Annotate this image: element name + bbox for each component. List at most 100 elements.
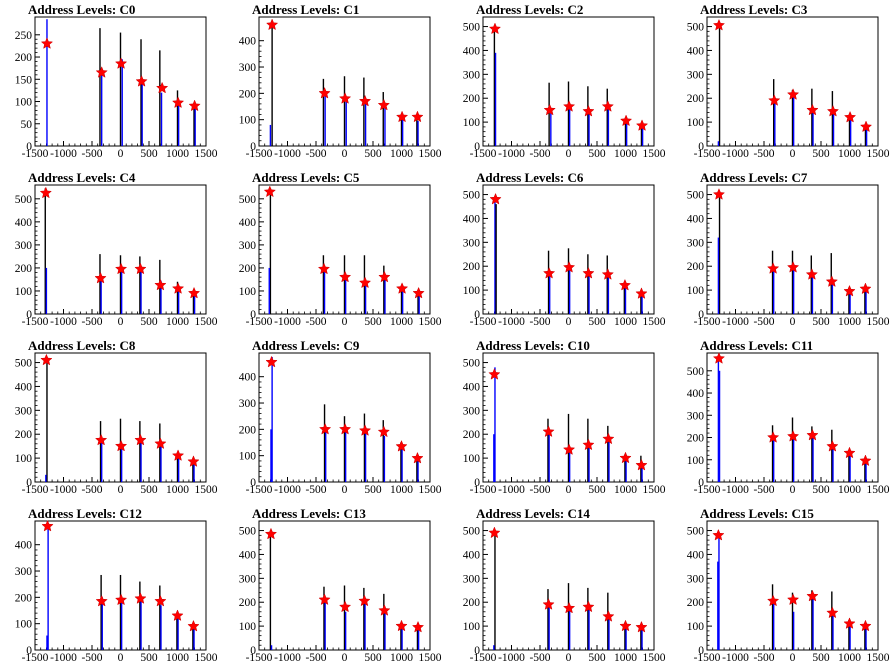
- peak-marker: [358, 94, 372, 107]
- x-tick-label: 1000: [838, 484, 861, 496]
- x-tick-label: -500: [81, 148, 102, 160]
- chart-title: Address Levels: C5: [252, 170, 360, 185]
- chart-title: Address Levels: C11: [700, 338, 813, 353]
- x-tick-label: -500: [81, 316, 102, 328]
- peak-marker: [134, 262, 147, 275]
- peak-marker: [39, 186, 52, 199]
- peak-marker: [805, 268, 819, 280]
- x-tick-label: -1500: [22, 148, 49, 160]
- x-tick-label: -1500: [694, 316, 721, 328]
- y-tick-label: 200: [15, 52, 33, 64]
- x-tick-label: -1000: [498, 148, 525, 160]
- peak-marker: [135, 75, 148, 87]
- y-tick-label: 500: [463, 190, 481, 202]
- y-tick-label: 300: [239, 573, 257, 585]
- peak-marker: [768, 94, 781, 106]
- peak-marker: [134, 592, 147, 604]
- chart-title: Address Levels: C15: [700, 506, 814, 521]
- y-tick-label: 200: [687, 261, 705, 273]
- peak-marker: [114, 57, 128, 69]
- chart-svg: Address Levels: C70100200300400500-1500-…: [687, 170, 890, 328]
- x-tick-label: 1500: [867, 316, 890, 328]
- x-tick-label: -500: [305, 484, 326, 496]
- x-tick-label: -1500: [246, 316, 273, 328]
- chart-panel: Address Levels: C10 0 100 200 300 400 500 -1500…: [448, 336, 672, 504]
- peak-marker: [843, 446, 856, 459]
- chart-svg: Address Levels: C15 0 100 200 300 400 500 -1500…: [687, 506, 890, 664]
- x-tick-label: -500: [529, 148, 550, 160]
- peak-marker: [411, 110, 424, 123]
- peak-marker: [602, 432, 615, 445]
- x-tick-label: -1000: [274, 316, 301, 328]
- peak-marker: [712, 352, 726, 364]
- y-tick-label: 400: [463, 213, 481, 225]
- y-tick-label: 500: [15, 194, 33, 206]
- y-tick-label: 500: [687, 190, 705, 202]
- peak-marker: [377, 98, 390, 111]
- y-tick-label: 400: [687, 45, 705, 57]
- y-tick-label: 400: [15, 540, 33, 552]
- x-tick-label: 1500: [419, 484, 442, 496]
- peak-marker: [806, 428, 819, 441]
- x-tick-label: -1500: [246, 652, 273, 664]
- peak-marker: [859, 120, 873, 133]
- chart-panel: Address Levels: C15 0 100 200 300 400 500 -1500…: [672, 504, 896, 672]
- x-tick-label: 1500: [867, 652, 890, 664]
- peak-marker: [582, 438, 595, 451]
- x-tick-label: 0: [342, 652, 348, 664]
- y-tick-label: 200: [239, 424, 257, 436]
- y-tick-label: 50: [21, 119, 33, 131]
- x-tick-label: 1000: [166, 148, 189, 160]
- peak-marker: [41, 519, 54, 532]
- peak-marker: [562, 260, 576, 273]
- peak-marker: [635, 287, 648, 299]
- chart-panel: Address Levels: C14 0 100 200 300 400 500 -1500…: [448, 504, 672, 672]
- peak-marker: [825, 275, 838, 287]
- peak-marker: [582, 266, 595, 279]
- x-tick-label: 0: [790, 652, 796, 664]
- y-tick-label: 0: [474, 477, 480, 489]
- y-tick-label: 500: [463, 526, 481, 538]
- peak-marker: [395, 282, 409, 294]
- peak-marker: [171, 96, 185, 109]
- y-tick-label: 0: [26, 309, 32, 321]
- y-tick-label: 200: [15, 429, 33, 441]
- x-tick-label: 1000: [166, 652, 189, 664]
- chart-panel: Address Levels: C11 0 100 200 300 400 500 -1500…: [672, 336, 896, 504]
- chart-svg: Address Levels: C50100200300400500-1500-…: [239, 170, 442, 328]
- peak-marker: [318, 86, 331, 99]
- peak-marker: [826, 606, 839, 619]
- chart-panel: Address Levels: C13 0 100 200 300 400 500 -1500…: [224, 504, 448, 672]
- peak-marker: [488, 526, 501, 539]
- x-tick-label: -1000: [498, 484, 525, 496]
- x-tick-label: 500: [588, 148, 606, 160]
- x-tick-label: 0: [790, 484, 796, 496]
- y-tick-label: 0: [698, 309, 704, 321]
- x-tick-label: -500: [81, 652, 102, 664]
- peak-marker: [378, 270, 391, 283]
- chart-title: Address Levels: C0: [28, 2, 135, 17]
- peak-marker: [859, 282, 872, 295]
- y-tick-label: 200: [239, 263, 257, 275]
- peak-marker: [154, 437, 167, 449]
- peak-marker: [843, 617, 856, 629]
- peak-marker: [412, 286, 425, 299]
- x-tick-label: 500: [812, 652, 830, 664]
- peak-marker: [488, 368, 501, 380]
- x-tick-label: 1000: [390, 652, 413, 664]
- x-tick-label: -1500: [470, 652, 497, 664]
- x-tick-label: 1500: [867, 484, 890, 496]
- x-tick-label: 1500: [195, 148, 218, 160]
- peak-marker: [114, 439, 128, 452]
- peak-marker: [338, 92, 352, 104]
- y-tick-label: 100: [463, 285, 481, 297]
- y-tick-label: 100: [15, 286, 33, 298]
- chart-panel: Address Levels: C0 0 50 100 150 200 250 -1500 -1…: [0, 0, 224, 168]
- peak-marker: [40, 353, 53, 366]
- chart-title: Address Levels: C6: [476, 170, 584, 185]
- y-tick-label: 500: [687, 526, 705, 538]
- peak-marker: [171, 609, 184, 621]
- peak-marker: [154, 594, 167, 607]
- peak-marker: [263, 185, 276, 198]
- chart-svg: Address Levels: C20100200300400500-1500-…: [463, 2, 666, 160]
